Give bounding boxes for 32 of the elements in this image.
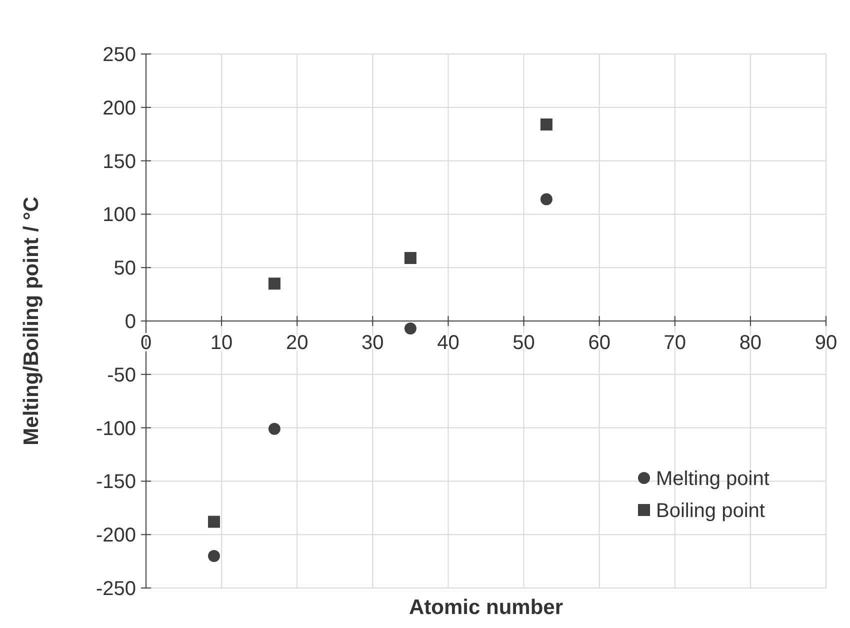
y-tick-label: -200 [96,524,136,547]
x-tick-label: 30 [362,332,384,354]
x-tick-label: 90 [814,332,838,354]
point [540,118,552,130]
y-tick-label: 150 [102,150,136,173]
y-tick-label: 200 [102,97,136,120]
point [268,422,280,435]
x-tick-label: 20 [286,332,308,354]
point [404,252,416,264]
y-tick-label: -250 [96,578,136,600]
y-tick-label: -150 [96,471,136,494]
x-axis-title: Atomic number [408,596,564,619]
y-tick-label: 50 [114,258,136,280]
y-tick-label: 250 [102,44,136,66]
x-tick-label: 60 [588,332,610,354]
point [540,193,552,206]
x-tick-label: 50 [512,332,535,354]
x-tick-label: 80 [739,332,762,354]
x-tick-label: 40 [437,332,460,354]
point [404,322,416,334]
x-tick-label: 10 [210,332,233,354]
point [208,550,220,562]
legend-label: Boiling point [656,500,766,522]
legend-label: Melting point [656,468,770,490]
point [208,516,220,528]
y-tick-label: -50 [107,364,136,386]
y-tick-label: 100 [102,204,136,226]
y-tick-label: 0 [124,311,136,333]
y-tick-label: -100 [96,418,136,440]
x-tick-label: 70 [664,332,686,354]
y-axis-title: Melting/Boiling point / °C [20,196,43,446]
point [268,278,280,290]
